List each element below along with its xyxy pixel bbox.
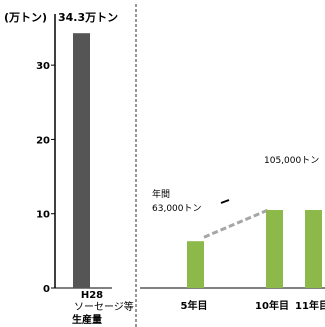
bar-5y	[187, 241, 204, 288]
trend-tick	[220, 199, 230, 204]
right-panel: 年間 63,000トン 105,000トン 5年目 10年目 11年目	[140, 156, 325, 312]
y-tick-group: 0 10 20 30	[36, 61, 55, 295]
y-tick-label: 10	[36, 210, 50, 221]
y-tick-label: 30	[36, 61, 50, 72]
annotation-start-line1: 年間	[152, 188, 170, 200]
bar-h28	[73, 33, 90, 289]
y-tick-label: 0	[43, 284, 50, 295]
annotation-end: 105,000トン	[264, 156, 319, 166]
bar-group-left	[73, 33, 90, 289]
category-label-11y: 11年目	[295, 299, 325, 312]
category-label-h28: H28	[81, 290, 103, 301]
left-panel: (万トン) 34.3万トン 0 10 20 30 H28 ソーセージ等 生産量	[4, 11, 134, 326]
bar-10y	[266, 210, 283, 288]
category-label-5y: 5年目	[181, 299, 208, 312]
header-value-label: 34.3万トン	[58, 11, 118, 24]
bar-group-right	[187, 210, 322, 288]
unit-label: (万トン)	[4, 11, 47, 24]
annotation-start-line2: 63,000トン	[152, 204, 202, 214]
y-tick-label: 20	[36, 135, 50, 146]
category-label-10y: 10年目	[255, 299, 289, 312]
category-sublabel-1: ソーセージ等	[74, 300, 134, 313]
trend-line	[203, 208, 269, 239]
category-sublabel-2: 生産量	[72, 313, 102, 326]
bar-11y	[305, 210, 322, 288]
